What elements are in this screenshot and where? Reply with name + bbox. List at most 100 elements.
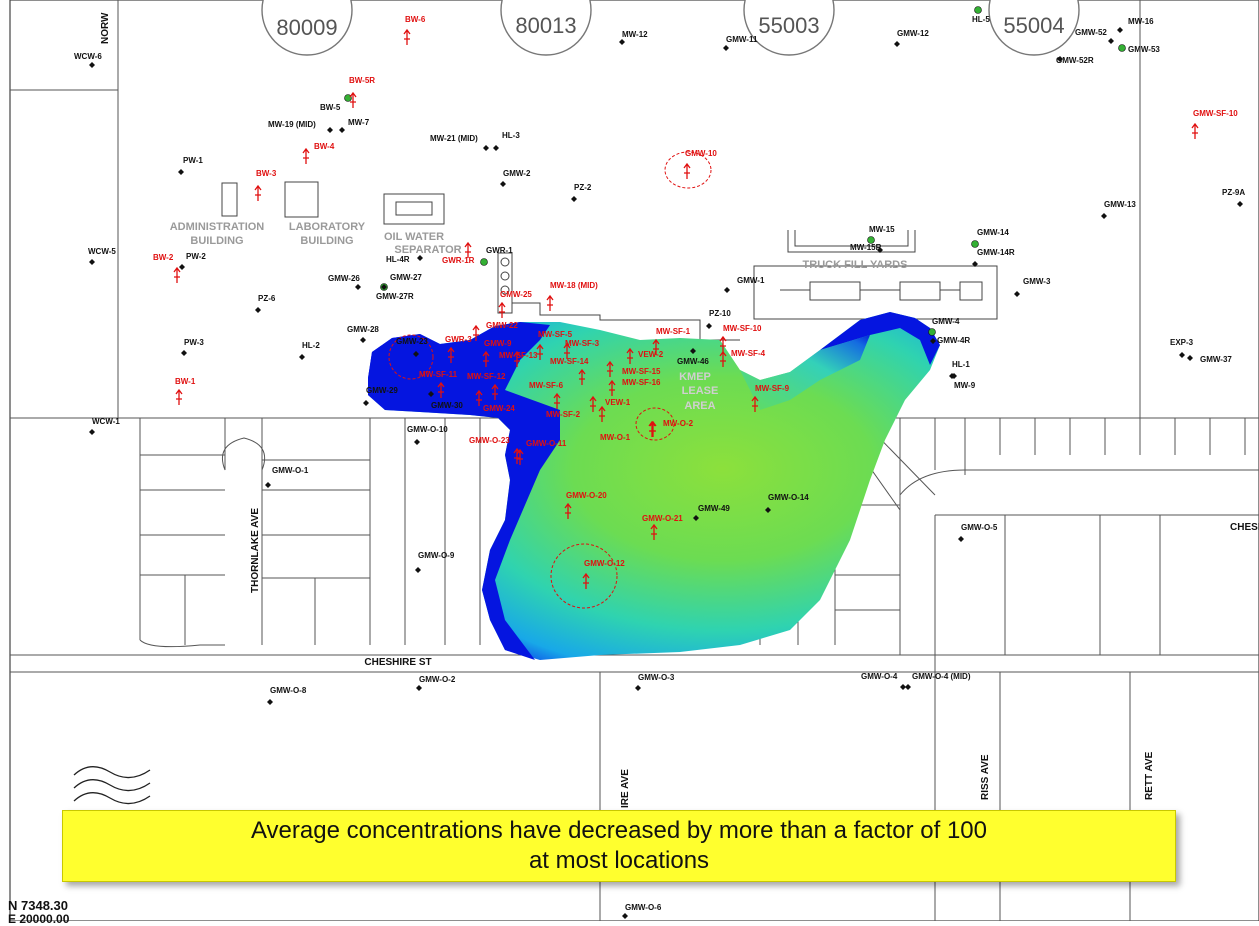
well-label: GMW-1	[737, 276, 765, 285]
well-black-gmw-28: GMW-28	[347, 325, 379, 343]
well-label: HL-4R	[386, 255, 410, 264]
well-label: GMW-24	[483, 404, 515, 413]
well-label: MW-O-1	[600, 433, 631, 442]
well-black-gmw-1: GMW-1	[724, 276, 765, 293]
well-label: WCW-5	[88, 247, 116, 256]
well-label: GMW-52	[1075, 28, 1107, 37]
building-label: LEASE	[682, 385, 719, 397]
well-label: GMW-O-21	[642, 514, 683, 523]
well-black-gmw-o-1: GMW-O-1	[265, 466, 309, 488]
well-label: GWR-1R	[442, 256, 475, 265]
well-label: GMW-O-3	[638, 673, 675, 682]
well-black-pz-2: PZ-2	[571, 183, 592, 202]
well-label: GMW-4	[932, 317, 960, 326]
well-black-gmw-o-9: GMW-O-9	[415, 551, 455, 573]
well-label: PZ-10	[709, 309, 731, 318]
well-label: GMW-O-5	[961, 523, 998, 532]
well-label: GMW-27R	[376, 292, 414, 301]
well-red-bw-5r: BW-5R	[349, 76, 375, 108]
well-label: MW-SF-10	[723, 324, 762, 333]
well-black-hl-4r: HL-4R	[386, 255, 423, 264]
well-red-mw-sf-6: MW-SF-6	[529, 381, 564, 409]
well-red-vew-1: VEW-1	[589, 395, 631, 412]
street-label: IRE AVE	[620, 769, 631, 808]
corner-coordinate-n: N 7348.30	[8, 898, 68, 913]
well-black-gmw-o-2: GMW-O-2	[416, 675, 456, 691]
well-red-gmw-24: GMW-24	[475, 389, 515, 413]
well-label: GMW-23	[396, 337, 428, 346]
well-label: GMW-53	[1128, 45, 1160, 54]
well-label: GMW-O-14	[768, 493, 809, 502]
well-red-bw-6: BW-6	[403, 15, 426, 45]
well-label: MW-SF-1	[656, 327, 691, 336]
street-label: CHESHIRE ST	[364, 657, 431, 668]
well-label: MW-SF-4	[731, 349, 766, 358]
callout-line-1: Average concentrations have decreased by…	[250, 817, 988, 844]
well-label: HL-1	[952, 360, 970, 369]
tanks	[261, 0, 1080, 56]
well-label: HL-2	[302, 341, 320, 350]
well-black-gmw-26: GMW-26	[328, 274, 361, 290]
well-red-mw-sf-2: MW-SF-2	[546, 405, 606, 422]
well-label: GMW-27	[390, 273, 422, 282]
well-label: GMW-O-8	[270, 686, 307, 695]
well-label: MW-SF-6	[529, 381, 564, 390]
well-black-pw-3: PW-3	[181, 338, 204, 356]
well-red-gmw-o-21: GMW-O-21	[642, 514, 683, 540]
well-red-bw-2: BW-2	[153, 253, 181, 283]
well-red-gwr-1r: GWR-1R	[442, 241, 475, 265]
well-label: GMW-O-10	[407, 425, 448, 434]
well-black-gmw-14r: GMW-14R	[972, 248, 1015, 267]
well-red-mw-sf-1: MW-SF-1	[652, 327, 691, 355]
well-black-mw-16: MW-16	[1117, 17, 1154, 33]
well-black-mw-21-mid-: MW-21 (MID)	[430, 134, 489, 151]
well-black-mw-9: MW-9	[951, 373, 976, 390]
well-label: BW-3	[256, 169, 277, 178]
highlight-circles	[388, 151, 712, 609]
well-black-mw-7: MW-7	[339, 118, 370, 133]
well-black-hl-3: HL-3	[493, 131, 520, 151]
well-black-gmw-3: GMW-3	[1014, 277, 1051, 297]
well-red-mw-sf-16: MW-SF-16	[608, 378, 661, 396]
well-label: MW-O-2	[663, 419, 694, 428]
street-label: RETT AVE	[1144, 751, 1155, 800]
well-label: PZ-9A	[1222, 188, 1245, 197]
water-symbol	[73, 766, 151, 805]
well-black-gmw-23: GMW-23	[396, 337, 428, 357]
concentration-plume	[368, 312, 940, 660]
well-label: MW-SF-3	[565, 339, 600, 348]
tank-label: 55004	[1003, 13, 1064, 38]
well-label: GMW-O-23	[469, 436, 510, 445]
well-label: GMW-14R	[977, 248, 1015, 257]
well-label: GMW-26	[328, 274, 360, 283]
well-red-gmw-sf-10: GMW-SF-10	[1191, 109, 1238, 139]
well-label: GMW-2	[503, 169, 531, 178]
well-label: GMW-O-11	[526, 439, 567, 448]
well-red-bw-1: BW-1	[175, 377, 196, 405]
well-black-pw-1: PW-1	[178, 156, 203, 175]
building-label: TRUCK FILL YARDS	[803, 259, 908, 271]
well-label: PW-3	[184, 338, 204, 347]
well-black-mw-15: MW-15	[867, 225, 895, 244]
well-red-gmw-25: GMW-25	[498, 290, 532, 318]
street-label: THORNLAKE AVE	[250, 508, 261, 593]
well-black-gmw-13: GMW-13	[1101, 200, 1136, 219]
well-label: BW-5	[320, 103, 341, 112]
well-label: GMW-37	[1200, 355, 1232, 364]
well-black-pz-10: PZ-10	[706, 309, 731, 329]
building-label: ADMINISTRATION	[170, 221, 265, 233]
well-label: MW-SF-5	[538, 330, 573, 339]
street-label: CHESHI	[1230, 522, 1259, 533]
building-label: KMEP	[679, 371, 711, 383]
well-red-gmw-o-20: GMW-O-20	[564, 491, 607, 519]
well-label: MW-15	[869, 225, 895, 234]
well-red-gmw-9: GMW-9	[482, 339, 512, 367]
well-label: GMW-12	[897, 29, 929, 38]
well-label: MW-SF-16	[622, 378, 661, 387]
well-label: EXP-3	[1170, 338, 1194, 347]
well-label: MW-7	[348, 118, 370, 127]
well-red-mw-o-2: MW-O-2	[649, 419, 694, 437]
well-red-mw-sf-13: MW-SF-13	[499, 350, 538, 367]
building-label: BUILDING	[300, 235, 353, 247]
well-label: PW-1	[183, 156, 203, 165]
